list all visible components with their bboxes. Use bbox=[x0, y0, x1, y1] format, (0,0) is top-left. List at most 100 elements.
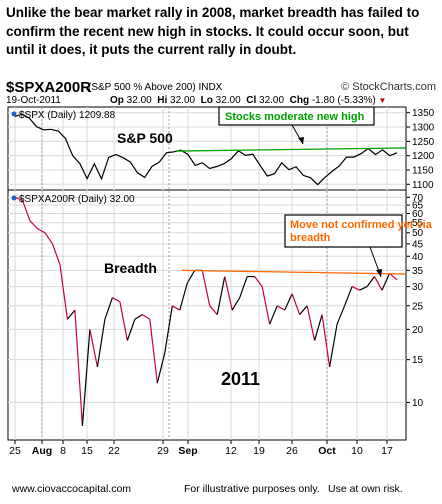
change-value: -1.80 (-5.33%) bbox=[311, 95, 376, 106]
chart-description: (S&P 500 % Above 200) INDX bbox=[88, 82, 223, 93]
breadth-line-segment bbox=[276, 305, 285, 311]
breadth-line-segment bbox=[291, 293, 301, 315]
down-triangle-icon: ▼ bbox=[378, 96, 387, 105]
breadth-line-segment bbox=[142, 314, 151, 320]
breadth-line-segment bbox=[119, 301, 128, 341]
x-tick-label: 19 bbox=[253, 445, 265, 457]
bottom-y-tick-label: 55 bbox=[412, 218, 424, 229]
breadth-line-segment bbox=[59, 264, 69, 320]
breadth-line-segment bbox=[328, 324, 338, 368]
bottom-y-tick-label: 25 bbox=[412, 301, 424, 312]
breadth-line-segment bbox=[209, 305, 218, 315]
orange-resistance-line bbox=[181, 269, 407, 275]
chart-symbol: $SPXA200R bbox=[6, 79, 92, 96]
breadth-line-segment bbox=[51, 243, 61, 265]
breadth-line-segment bbox=[344, 286, 353, 307]
x-tick-label: Oct bbox=[318, 445, 336, 457]
green-trend-line bbox=[175, 147, 407, 152]
breadth-line-segment bbox=[149, 319, 158, 384]
high-value: 32.00 bbox=[170, 95, 196, 106]
breadth-line-segment bbox=[134, 314, 143, 320]
low-value: 32.00 bbox=[215, 95, 241, 106]
orange-annotation-text-line1: Move not confirmed yet via bbox=[290, 219, 433, 231]
green-annotation-arrowhead bbox=[298, 137, 304, 144]
breadth-line-segment bbox=[366, 276, 376, 287]
quote-line: Op 32.00 Hi 32.00 Lo 32.00 Cl 32.00 Chg … bbox=[110, 95, 386, 106]
breadth-line-segment bbox=[224, 276, 233, 311]
breadth-line-segment bbox=[74, 310, 84, 426]
breadth-line-segment bbox=[126, 319, 136, 341]
bottom-legend: $SPXA200R (Daily) 32.00 bbox=[19, 194, 135, 205]
breadth-line-segment bbox=[156, 352, 166, 384]
source-credit: © StockCharts.com bbox=[341, 81, 436, 93]
bottom-legend-dot bbox=[11, 195, 17, 201]
footer-risk-note: Use at own risk. bbox=[328, 483, 403, 495]
breadth-line-segment bbox=[374, 276, 383, 291]
breadth-line-segment bbox=[104, 297, 113, 320]
breadth-line-segment bbox=[89, 329, 98, 368]
x-tick-label: 10 bbox=[351, 445, 363, 457]
x-tick-label: 12 bbox=[225, 445, 237, 457]
bottom-y-tick-label: 15 bbox=[412, 355, 424, 366]
bottom-y-tick-label: 20 bbox=[412, 325, 424, 336]
breadth-line-segment bbox=[261, 286, 271, 325]
bottom-y-tick-label: 10 bbox=[412, 398, 424, 409]
low-label: Lo bbox=[200, 95, 213, 106]
footer-disclaimer: For illustrative purposes only. bbox=[184, 483, 320, 495]
top-y-tick-label: 1150 bbox=[412, 165, 434, 176]
breadth-line-segment bbox=[269, 305, 278, 325]
breadth-line-segment bbox=[186, 270, 196, 284]
x-tick-label: 17 bbox=[381, 445, 393, 457]
breadth-line-segment bbox=[359, 286, 368, 291]
x-tick-label: Aug bbox=[32, 445, 52, 457]
x-tick-label: 15 bbox=[81, 445, 93, 457]
green-annotation-box bbox=[218, 106, 375, 126]
top-y-tick-label: 1100 bbox=[412, 180, 434, 191]
year-label: 2011 bbox=[221, 369, 260, 389]
high-label: Hi bbox=[157, 95, 168, 106]
top-y-tick-label: 1250 bbox=[412, 137, 435, 148]
close-label: Cl bbox=[246, 95, 257, 106]
breadth-line-segment bbox=[179, 282, 188, 311]
breadth-line-segment bbox=[336, 305, 346, 325]
x-tick-label: 29 bbox=[157, 445, 169, 457]
breadth-line-segment bbox=[389, 272, 398, 281]
breadth-line-segment bbox=[44, 232, 53, 245]
breadth-line-segment bbox=[66, 309, 76, 320]
quote-date: 19-Oct-2011 bbox=[6, 95, 61, 106]
bottom-y-tick-label: 40 bbox=[412, 252, 424, 263]
breadth-line-segment bbox=[306, 305, 316, 341]
breadth-line-segment bbox=[254, 276, 263, 287]
top-legend: $SPX (Daily) 1209.88 bbox=[19, 110, 116, 121]
open-label: Op bbox=[110, 95, 124, 106]
top-y-tick-label: 1350 bbox=[412, 108, 435, 119]
breadth-line-segment bbox=[351, 286, 360, 291]
x-tick-label: Sep bbox=[178, 445, 197, 457]
breadth-line-segment bbox=[37, 228, 46, 234]
bottom-y-tick-label: 70 bbox=[412, 193, 424, 204]
sp500-price-line bbox=[14, 113, 398, 186]
orange-annotation-box bbox=[284, 214, 403, 248]
breadth-line-segment bbox=[81, 329, 91, 426]
breadth-line-segment bbox=[239, 276, 248, 298]
x-tick-label: 8 bbox=[60, 445, 66, 457]
bottom-y-tick-label: 45 bbox=[412, 239, 424, 250]
breadth-line-segment bbox=[171, 305, 181, 311]
top-y-tick-label: 1300 bbox=[412, 123, 435, 134]
bottom-y-tick-label: 60 bbox=[412, 209, 424, 220]
green-annotation-text: Stocks moderate new high bbox=[225, 111, 365, 123]
bottom-y-tick-label: 30 bbox=[412, 282, 424, 293]
close-value: 32.00 bbox=[259, 95, 285, 106]
breadth-line-segment bbox=[164, 305, 173, 353]
bottom-y-tick-label: 35 bbox=[412, 266, 424, 277]
breadth-line-segment bbox=[96, 319, 106, 368]
bottom-y-tick-label: 50 bbox=[412, 228, 424, 239]
breadth-line-segment bbox=[112, 297, 121, 303]
breadth-line-segment bbox=[284, 293, 293, 311]
breadth-line-segment bbox=[216, 276, 226, 315]
breadth-line-segment bbox=[29, 220, 38, 230]
breadth-line-segment bbox=[231, 297, 241, 311]
x-tick-label: 26 bbox=[286, 445, 298, 457]
orange-annotation-text-line2: breadth bbox=[290, 232, 331, 244]
